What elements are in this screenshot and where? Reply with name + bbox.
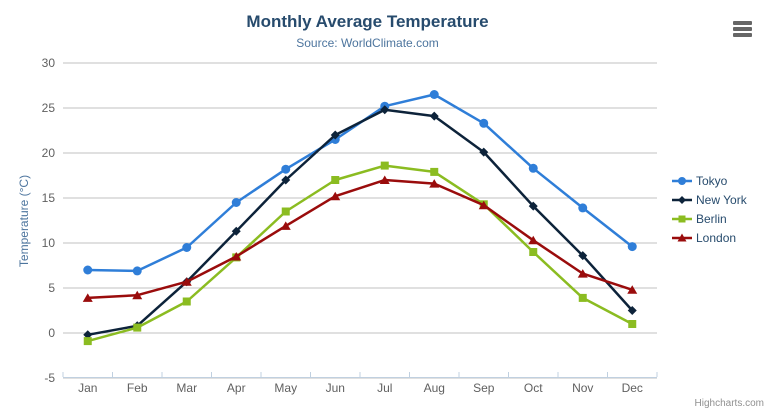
data-point-london[interactable] xyxy=(132,290,143,300)
hamburger-bar xyxy=(733,33,752,37)
x-axis-label: Mar xyxy=(176,381,197,395)
credits-link[interactable]: Highcharts.com xyxy=(694,398,764,409)
legend-item-tokyo[interactable]: Tokyo xyxy=(672,174,747,188)
x-axis-label: Jan xyxy=(78,381,97,395)
data-point-london[interactable] xyxy=(429,179,440,188)
data-point-berlin[interactable] xyxy=(628,320,637,328)
hamburger-icon[interactable] xyxy=(733,21,752,37)
data-point-tokyo[interactable] xyxy=(528,163,538,173)
y-axis-label: 25 xyxy=(42,101,56,115)
y-axis-label: 30 xyxy=(42,56,56,70)
data-point-tokyo[interactable] xyxy=(132,266,142,276)
y-axis-label: 15 xyxy=(42,191,56,205)
legend-label: Berlin xyxy=(696,212,727,226)
data-point-new-york[interactable] xyxy=(528,201,538,211)
x-axis-label: Feb xyxy=(127,381,148,395)
data-point-new-york[interactable] xyxy=(479,147,489,157)
hamburger-bar xyxy=(733,27,752,31)
legend: Tokyo New York Berlin London xyxy=(672,174,747,245)
data-point-tokyo[interactable] xyxy=(479,118,489,128)
x-axis-label: Sep xyxy=(473,381,495,395)
legend-item-berlin[interactable]: Berlin xyxy=(672,212,747,226)
y-axis-label: -5 xyxy=(44,371,55,385)
data-point-london[interactable] xyxy=(231,252,242,261)
data-point-tokyo[interactable] xyxy=(578,203,588,213)
series-line-berlin xyxy=(86,164,634,343)
data-point-new-york[interactable] xyxy=(330,130,340,140)
legend-diamond-icon xyxy=(672,196,692,204)
x-axis-label: Apr xyxy=(227,381,246,395)
data-point-berlin[interactable] xyxy=(430,167,439,176)
data-point-london[interactable] xyxy=(528,235,539,245)
x-axis-label: May xyxy=(274,381,297,395)
data-point-london[interactable] xyxy=(379,175,390,185)
series-line-london xyxy=(86,178,634,300)
chart-subtitle: Source: WorldClimate.com xyxy=(296,36,439,50)
data-point-berlin[interactable] xyxy=(182,297,191,306)
x-axis-label: Nov xyxy=(572,381,593,395)
data-point-new-york[interactable] xyxy=(281,175,291,185)
series-line-tokyo xyxy=(86,93,634,273)
y-axis-label: 5 xyxy=(48,281,55,295)
legend-label: Tokyo xyxy=(696,174,728,188)
data-point-berlin[interactable] xyxy=(133,323,142,332)
data-point-berlin[interactable] xyxy=(331,176,340,184)
data-point-tokyo[interactable] xyxy=(627,242,637,252)
x-axis-label: Oct xyxy=(524,381,543,395)
x-axis-label: Jun xyxy=(326,381,345,395)
x-axis-label: Aug xyxy=(424,381,445,395)
data-point-london[interactable] xyxy=(577,269,588,278)
data-point-new-york[interactable] xyxy=(627,306,637,315)
x-axis-label: Jul xyxy=(377,381,392,395)
data-point-london[interactable] xyxy=(330,191,341,201)
legend-label: London xyxy=(696,231,737,245)
data-point-new-york[interactable] xyxy=(231,226,241,236)
y-axis-label: 10 xyxy=(42,236,56,250)
data-point-tokyo[interactable] xyxy=(429,90,439,99)
series-line-new-york xyxy=(86,108,634,337)
legend-item-london[interactable]: London xyxy=(672,231,747,245)
hamburger-bar xyxy=(733,21,752,25)
y-axis-label: 0 xyxy=(48,326,55,340)
legend-label: New York xyxy=(696,193,747,207)
data-point-london[interactable] xyxy=(82,293,93,302)
data-point-london[interactable] xyxy=(181,277,192,286)
data-point-tokyo[interactable] xyxy=(83,265,93,275)
data-point-tokyo[interactable] xyxy=(281,164,291,174)
data-point-london[interactable] xyxy=(280,221,291,230)
data-point-new-york[interactable] xyxy=(429,111,439,121)
legend-triangle-icon xyxy=(672,233,692,242)
data-point-berlin[interactable] xyxy=(380,161,389,170)
data-point-london[interactable] xyxy=(627,285,638,294)
chart-title: Monthly Average Temperature xyxy=(246,12,489,31)
data-point-berlin[interactable] xyxy=(529,248,538,256)
data-point-tokyo[interactable] xyxy=(182,243,192,252)
data-point-new-york[interactable] xyxy=(578,251,588,261)
data-point-new-york[interactable] xyxy=(380,105,390,115)
data-point-berlin[interactable] xyxy=(83,337,92,346)
data-point-berlin[interactable] xyxy=(578,293,587,302)
legend-circle-icon xyxy=(672,177,692,185)
y-axis-label: 20 xyxy=(42,146,56,160)
data-point-berlin[interactable] xyxy=(281,207,290,216)
legend-item-new-york[interactable]: New York xyxy=(672,193,747,207)
legend-square-icon xyxy=(672,215,692,223)
x-axis-label: Dec xyxy=(622,381,643,395)
data-point-london[interactable] xyxy=(478,200,489,210)
data-point-tokyo[interactable] xyxy=(231,198,241,207)
data-point-new-york[interactable] xyxy=(83,330,93,340)
